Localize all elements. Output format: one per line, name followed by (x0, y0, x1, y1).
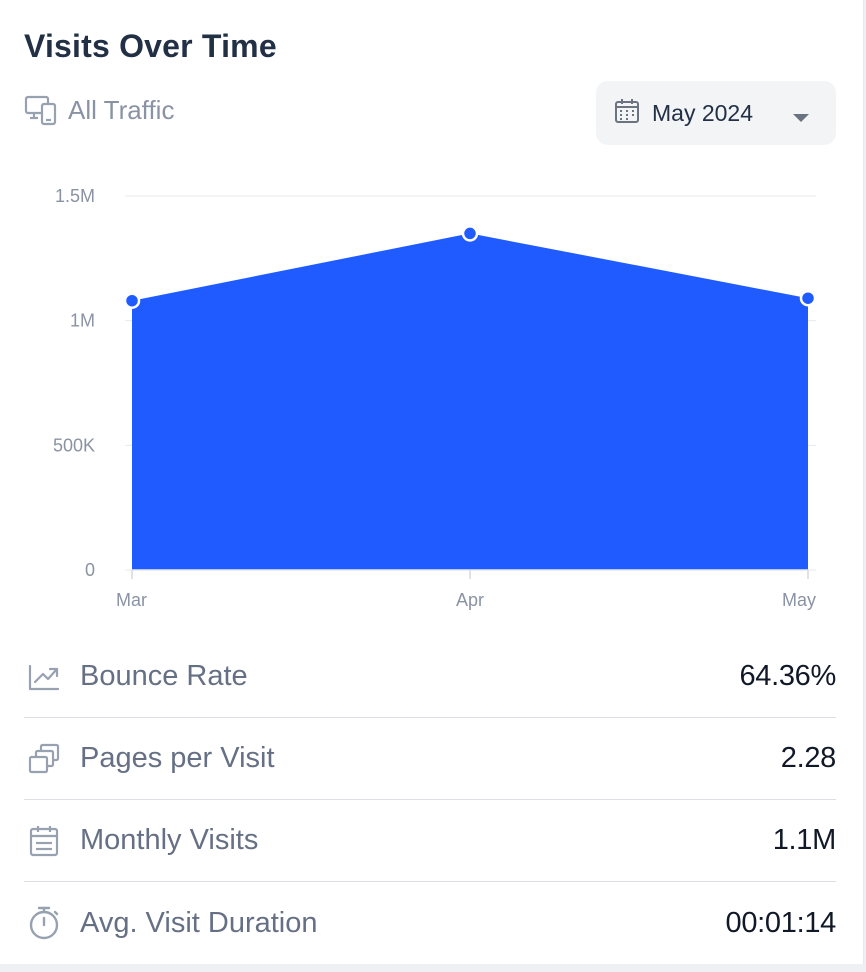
metric-value: 2.28 (780, 742, 837, 774)
y-tick-label: 1.5M (55, 186, 95, 206)
metric-value: 1.1M (772, 824, 837, 856)
month-select-value: May 2024 (652, 99, 754, 126)
page-bottom-edge (0, 964, 866, 972)
caret-down-icon (792, 110, 810, 128)
data-point (123, 292, 141, 309)
y-tick-label: 500K (53, 435, 95, 455)
metric-row-bounce-rate: Bounce Rate 64.36% (24, 636, 836, 718)
stopwatch-icon (24, 903, 64, 943)
metric-label: Pages per Visit (80, 742, 275, 774)
calendar-icon (24, 821, 64, 861)
metric-row-pages-per-visit: Pages per Visit 2.28 (24, 718, 836, 800)
data-point (461, 225, 479, 242)
metrics-list: Bounce Rate 64.36% Pages per Visit 2.28 (24, 636, 836, 964)
area-series (132, 233, 808, 570)
traffic-label: All Traffic (68, 94, 175, 125)
pages-stack-icon (24, 739, 64, 779)
card-title: Visits Over Time (24, 28, 277, 64)
metric-label: Avg. Visit Duration (80, 906, 318, 939)
traffic-filter[interactable]: All Traffic (24, 94, 174, 126)
y-tick-label: 0 (85, 560, 95, 580)
x-tick-label: Apr (456, 590, 484, 610)
calendar-icon (614, 98, 640, 129)
devices-icon (24, 94, 58, 126)
trend-arrow-icon (24, 657, 64, 697)
x-tick-label: May (782, 590, 816, 610)
metric-row-monthly-visits: Monthly Visits 1.1M (24, 800, 836, 882)
metric-value: 00:01:14 (725, 906, 837, 939)
y-tick-label: 1M (70, 311, 95, 331)
month-select[interactable]: May 2024 (596, 81, 836, 145)
data-point (799, 289, 817, 307)
visits-chart: 0 500K 1M 1.5M Mar Apr May (53, 186, 817, 610)
metric-value: 64.36% (739, 660, 836, 692)
x-tick-label: Mar (116, 590, 147, 610)
metric-label: Bounce Rate (80, 660, 248, 692)
metric-row-avg-visit-duration: Avg. Visit Duration 00:01:14 (24, 882, 836, 964)
metric-label: Monthly Visits (80, 824, 259, 856)
